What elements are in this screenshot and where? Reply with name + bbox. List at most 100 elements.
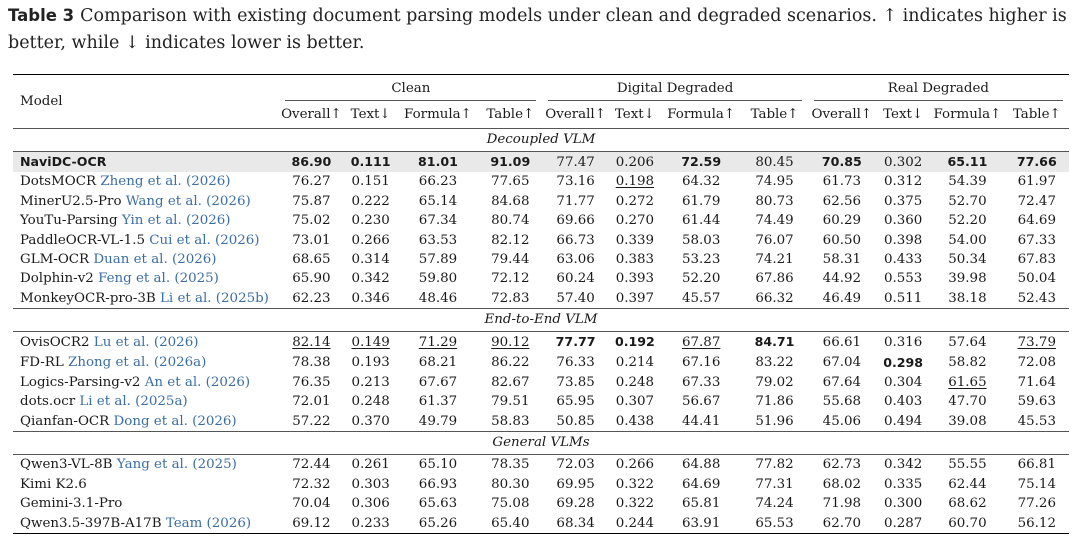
value-cell: 52.20 <box>930 211 1004 230</box>
value: 0.322 <box>615 496 655 512</box>
value: 79.02 <box>755 375 794 391</box>
value: 82.14 <box>292 334 331 350</box>
citation-link[interactable]: Yin et al. (2026) <box>121 213 231 229</box>
value: 74.21 <box>755 252 794 268</box>
value-cell: 0.375 <box>876 192 930 211</box>
value-cell: 49.79 <box>398 412 478 432</box>
value-cell: 77.31 <box>741 475 807 494</box>
model-name: Dolphin-v2 <box>20 271 94 287</box>
model-name-cell: Dolphin-v2 Feng et al. (2025) <box>13 269 279 288</box>
table-row: PaddleOCR-VL-1.5 Cui et al. (2026) 73.01 0… <box>13 231 1069 250</box>
value-cell: 66.61 <box>807 331 876 353</box>
value-cell: 66.23 <box>398 172 478 191</box>
value-cell: 0.111 <box>343 151 398 173</box>
value-cell: 63.91 <box>660 513 742 534</box>
metric-header-clean-0: Overall↑ <box>281 107 342 122</box>
metric-header-digital-degraded-2: Formula↑ <box>667 107 736 122</box>
model-name-cell: FD-RL Zhong et al. (2026a) <box>13 353 279 373</box>
value: 74.24 <box>755 496 794 512</box>
value: 68.62 <box>948 496 987 512</box>
citation-link[interactable]: Zheng et al. (2026) <box>100 174 231 190</box>
citation-link[interactable]: Feng et al. (2025) <box>98 271 219 287</box>
value: 67.67 <box>418 375 458 391</box>
value-cell: 72.83 <box>478 289 542 309</box>
value: 67.86 <box>755 271 794 287</box>
value-cell: 66.81 <box>1004 454 1069 475</box>
value: 58.31 <box>822 252 862 268</box>
value: 0.346 <box>351 290 390 306</box>
value: 70.85 <box>821 154 862 169</box>
value-cell: 67.16 <box>661 353 741 373</box>
model-name-cell: Gemini-3.1-Pro <box>13 494 279 513</box>
value-cell: 68.62 <box>930 494 1004 513</box>
value: 58.82 <box>948 355 987 371</box>
citation-link[interactable]: Team (2026) <box>165 515 252 531</box>
value: 0.111 <box>350 154 391 169</box>
value-cell: 82.12 <box>478 231 542 250</box>
value: 62.44 <box>948 476 987 492</box>
metric-header-clean-2: Formula↑ <box>404 107 472 122</box>
table-row: Logics-Parsing-v2 An et al. (2026) 76.35 0… <box>13 373 1069 392</box>
citation-link[interactable]: Li et al. (2025a) <box>79 394 188 410</box>
value: 60.29 <box>822 213 862 229</box>
model-name: OvisOCR2 <box>20 334 90 350</box>
value: 68.02 <box>822 476 862 492</box>
value-cell: 79.02 <box>741 373 807 392</box>
citation-link[interactable]: Cui et al. (2026) <box>149 232 260 248</box>
value-cell: 58.83 <box>478 412 542 432</box>
model-name-cell: Logics-Parsing-v2 An et al. (2026) <box>13 373 279 392</box>
value: 72.32 <box>292 476 331 492</box>
value-cell: 83.22 <box>741 353 807 373</box>
model-name: GLM-OCR <box>20 252 90 268</box>
group-header-digital-degraded: Digital Degraded <box>542 74 808 102</box>
value-cell: 0.307 <box>609 392 661 411</box>
value-cell: 0.303 <box>344 475 398 494</box>
value-cell: 80.30 <box>478 475 542 494</box>
metric-header-digital-degraded-0: Overall↑ <box>545 107 606 122</box>
value: 0.312 <box>883 174 923 190</box>
value-cell: 65.26 <box>397 513 479 534</box>
value: 48.46 <box>418 290 458 306</box>
model-name-cell: MonkeyOCR-pro-3B Li et al. (2025b) <box>13 289 279 309</box>
value: 0.303 <box>351 476 390 492</box>
citation-link[interactable]: Li et al. (2025b) <box>160 290 269 306</box>
value-cell: 55.55 <box>930 454 1005 475</box>
citation-link[interactable]: An et al. (2026) <box>144 375 251 391</box>
model-name: PaddleOCR-VL-1.5 <box>20 232 145 248</box>
value: 0.222 <box>351 193 390 209</box>
model-column-header: Model <box>13 74 280 129</box>
value-cell: 73.16 <box>542 172 608 191</box>
value: 81.01 <box>418 154 458 169</box>
value: 0.198 <box>615 174 655 190</box>
citation-link[interactable]: Zhong et al. (2026a) <box>68 355 207 371</box>
citation-link[interactable]: Dong et al. (2026) <box>113 413 237 429</box>
model-name: Kimi K2.6 <box>20 476 87 492</box>
value: 62.73 <box>822 457 862 473</box>
value-cell: 70.04 <box>279 494 343 513</box>
value: 0.300 <box>883 496 923 512</box>
value: 67.04 <box>822 355 862 371</box>
citation-link[interactable]: Yang et al. (2025) <box>116 457 237 473</box>
value-cell: 46.49 <box>808 289 876 309</box>
value: 77.26 <box>1017 496 1056 512</box>
value-cell: 0.302 <box>876 151 931 173</box>
value-cell: 50.34 <box>930 250 1004 269</box>
value: 58.03 <box>682 232 721 248</box>
value-cell: 0.149 <box>343 331 398 353</box>
value: 71.77 <box>556 193 595 209</box>
value-cell: 0.213 <box>344 373 398 392</box>
citation-link[interactable]: Wang et al. (2026) <box>125 193 251 209</box>
value-cell: 62.44 <box>930 475 1004 494</box>
value-cell: 73.85 <box>542 373 608 392</box>
value: 78.38 <box>292 355 331 371</box>
value-cell: 90.12 <box>478 331 543 353</box>
value-cell: 77.66 <box>1004 151 1069 173</box>
value: 53.23 <box>682 252 721 268</box>
citation-link[interactable]: Lu et al. (2026) <box>93 334 199 350</box>
value: 57.64 <box>948 334 987 350</box>
value-cell: 78.38 <box>279 353 343 373</box>
value-cell: 76.27 <box>279 172 343 191</box>
value: 64.69 <box>1017 213 1056 229</box>
value: 61.97 <box>1017 174 1056 190</box>
citation-link[interactable]: Duan et al. (2026) <box>93 252 217 268</box>
